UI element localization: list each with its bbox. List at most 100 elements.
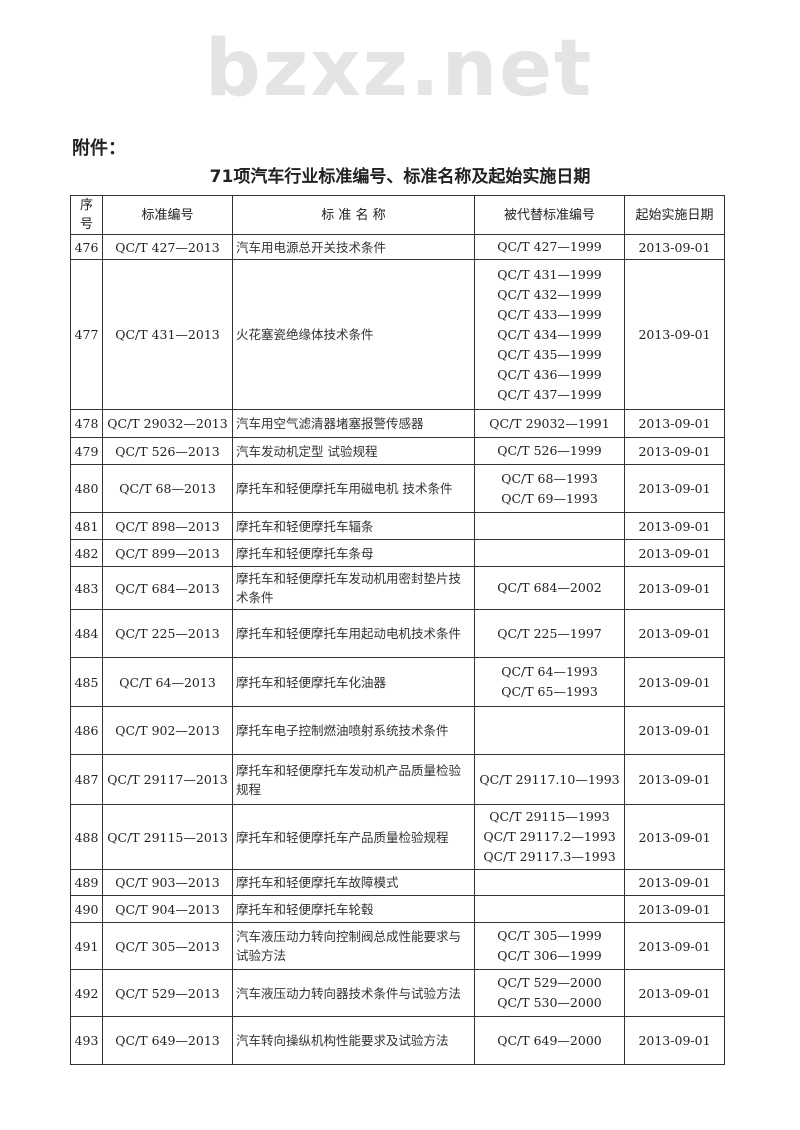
row-number: 490 — [70, 895, 103, 923]
table-row: 490 QC/T 904—2013 摩托车和轻便摩托车轮毂 2013-09-01 — [70, 895, 725, 923]
row-number: 479 — [70, 437, 103, 465]
start-date: 2013-09-01 — [624, 234, 725, 260]
replaced-code: QC/T 437—1999 — [497, 386, 602, 402]
standard-name: 摩托车和轻便摩托车条母 — [232, 539, 475, 567]
table-row: 493 QC/T 649—2013 汽车转向操纵机构性能要求及试验方法 QC/T 64… — [70, 1016, 725, 1065]
standard-name: 摩托车和轻便摩托车用磁电机 技术条件 — [232, 464, 475, 513]
standard-name: 摩托车和轻便摩托车发动机用密封垫片技术条件 — [232, 566, 475, 610]
header-replaced: 被代替标准编号 — [474, 195, 625, 235]
replaced-codes: QC/T 305—1999 QC/T 306—1999 — [474, 922, 625, 970]
standard-code: QC/T 68—2013 — [102, 464, 233, 513]
table-row: 478 QC/T 29032—2013 汽车用空气滤清器堵塞报警传感器 QC/T 29… — [70, 409, 725, 438]
row-number: 480 — [70, 464, 103, 513]
replaced-code: QC/T 29032—1991 — [489, 415, 610, 431]
table-row: 483 QC/T 684—2013 摩托车和轻便摩托车发动机用密封垫片技术条件 QC/… — [70, 566, 725, 610]
standard-name: 摩托车电子控制燃油喷射系统技术条件 — [232, 706, 475, 755]
standard-code: QC/T 898—2013 — [102, 512, 233, 540]
replaced-code: QC/T 530—2000 — [497, 995, 602, 1010]
replaced-code: QC/T 435—1999 — [497, 346, 602, 362]
replaced-code: QC/T 434—1999 — [497, 326, 602, 342]
header-code: 标准编号 — [102, 195, 233, 235]
row-number: 484 — [70, 609, 103, 658]
standard-name: 汽车用空气滤清器堵塞报警传感器 — [232, 409, 475, 438]
start-date: 2013-09-01 — [624, 922, 725, 970]
start-date: 2013-09-01 — [624, 566, 725, 610]
standard-name: 汽车液压动力转向控制阀总成性能要求与试验方法 — [232, 922, 475, 970]
table-row: 482 QC/T 899—2013 摩托车和轻便摩托车条母 2013-09-01 — [70, 539, 725, 567]
replaced-codes: QC/T 29032—1991 — [474, 409, 625, 438]
table-row: 476 QC/T 427—2013 汽车用电源总开关技术条件 QC/T 427—199… — [70, 234, 725, 260]
table-row: 477 QC/T 431—2013 火花塞瓷绝缘体技术条件 QC/T 431—1999… — [70, 259, 725, 410]
standard-name: 汽车用电源总开关技术条件 — [232, 234, 475, 260]
table-row: 489 QC/T 903—2013 摩托车和轻便摩托车故障模式 2013-09-01 — [70, 869, 725, 896]
replaced-codes: QC/T 526—1999 — [474, 437, 625, 465]
replaced-codes: QC/T 68—1993 QC/T 69—1993 — [474, 464, 625, 513]
start-date: 2013-09-01 — [624, 464, 725, 513]
row-number: 485 — [70, 657, 103, 707]
replaced-code: QC/T 69—1993 — [501, 490, 598, 506]
replaced-code: QC/T 305—1999 — [497, 928, 602, 943]
table-row: 485 QC/T 64—2013 摩托车和轻便摩托车化油器 QC/T 64—1993 Q… — [70, 657, 725, 707]
standard-code: QC/T 64—2013 — [102, 657, 233, 707]
replaced-codes: QC/T 64—1993 QC/T 65—1993 — [474, 657, 625, 707]
replaced-codes: QC/T 427—1999 — [474, 234, 625, 260]
replaced-codes — [474, 512, 625, 540]
replaced-code: QC/T 29115—1993 — [489, 809, 610, 824]
standard-name: 摩托车和轻便摩托车辐条 — [232, 512, 475, 540]
row-number: 487 — [70, 754, 103, 805]
header-name: 标 准 名 称 — [232, 195, 475, 235]
replaced-code: QC/T 65—1993 — [501, 684, 598, 699]
table-row: 492 QC/T 529—2013 汽车液压动力转向器技术条件与试验方法 QC/T 5… — [70, 969, 725, 1017]
standard-name: 摩托车和轻便摩托车化油器 — [232, 657, 475, 707]
standard-code: QC/T 305—2013 — [102, 922, 233, 970]
standard-code: QC/T 899—2013 — [102, 539, 233, 567]
table-header: 序号 标准编号 标 准 名 称 被代替标准编号 起始实施日期 — [70, 195, 725, 235]
table-row: 484 QC/T 225—2013 摩托车和轻便摩托车用起动电机技术条件 QC/T 2… — [70, 609, 725, 658]
standard-code: QC/T 529—2013 — [102, 969, 233, 1017]
standard-code: QC/T 649—2013 — [102, 1016, 233, 1065]
start-date: 2013-09-01 — [624, 804, 725, 870]
row-number: 483 — [70, 566, 103, 610]
standard-name: 摩托车和轻便摩托车轮毂 — [232, 895, 475, 923]
start-date: 2013-09-01 — [624, 437, 725, 465]
standard-code: QC/T 902—2013 — [102, 706, 233, 755]
standard-code: QC/T 29032—2013 — [102, 409, 233, 438]
replaced-code: QC/T 432—1999 — [497, 286, 602, 302]
table-row: 486 QC/T 902—2013 摩托车电子控制燃油喷射系统技术条件 2013-09… — [70, 706, 725, 755]
row-number: 476 — [70, 234, 103, 260]
standard-code: QC/T 526—2013 — [102, 437, 233, 465]
replaced-codes — [474, 539, 625, 567]
replaced-code: QC/T 68—1993 — [501, 470, 598, 486]
standard-name: 火花塞瓷绝缘体技术条件 — [232, 259, 475, 410]
replaced-codes: QC/T 649—2000 — [474, 1016, 625, 1065]
replaced-code: QC/T 529—2000 — [497, 975, 602, 990]
start-date: 2013-09-01 — [624, 512, 725, 540]
replaced-code: QC/T 433—1999 — [497, 306, 602, 322]
replaced-codes: QC/T 29117.10—1993 — [474, 754, 625, 805]
row-number: 492 — [70, 969, 103, 1017]
replaced-codes — [474, 869, 625, 896]
standard-name: 摩托车和轻便摩托车故障模式 — [232, 869, 475, 896]
standard-code: QC/T 904—2013 — [102, 895, 233, 923]
start-date: 2013-09-01 — [624, 259, 725, 410]
start-date: 2013-09-01 — [624, 869, 725, 896]
standard-code: QC/T 427—2013 — [102, 234, 233, 260]
replaced-code: QC/T 29117.2—1993 — [483, 829, 616, 844]
row-number: 481 — [70, 512, 103, 540]
row-number: 488 — [70, 804, 103, 870]
replaced-code: QC/T 526—1999 — [497, 443, 602, 458]
start-date: 2013-09-01 — [624, 754, 725, 805]
replaced-code: QC/T 29117.10—1993 — [479, 771, 620, 787]
replaced-codes: QC/T 684—2002 — [474, 566, 625, 610]
document-title: 71项汽车行业标准编号、标准名称及起始实施日期 — [209, 167, 591, 187]
row-number: 486 — [70, 706, 103, 755]
replaced-codes: QC/T 225—1997 — [474, 609, 625, 658]
table-row: 481 QC/T 898—2013 摩托车和轻便摩托车辐条 2013-09-01 — [70, 512, 725, 540]
standard-code: QC/T 684—2013 — [102, 566, 233, 610]
standard-name: 摩托车和轻便摩托车用起动电机技术条件 — [232, 609, 475, 658]
row-number: 482 — [70, 539, 103, 567]
replaced-code: QC/T 306—1999 — [497, 948, 602, 963]
standard-code: QC/T 29117—2013 — [102, 754, 233, 805]
standard-name: 汽车转向操纵机构性能要求及试验方法 — [232, 1016, 475, 1065]
replaced-code: QC/T 431—1999 — [497, 266, 602, 282]
